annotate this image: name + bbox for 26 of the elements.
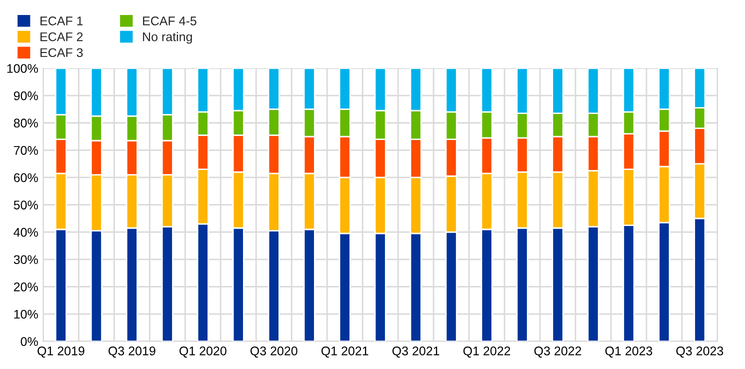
- y-tick-label: 70%: [14, 146, 38, 155]
- y-tick-label: 80%: [14, 118, 38, 128]
- y-tick-label: 90%: [14, 91, 38, 100]
- y-tick-label: 50%: [14, 200, 38, 210]
- y-tick-label: 20%: [14, 282, 38, 292]
- legend-label: ECAF 4-5: [143, 16, 196, 26]
- x-tick-label: Q1 2021: [321, 346, 368, 358]
- x-tick-label: Q3 2022: [534, 346, 582, 358]
- x-tick-label: Q3 2019: [108, 346, 156, 358]
- y-tick-label: 100%: [7, 64, 38, 73]
- x-tick-label: Q3 2021: [392, 346, 440, 358]
- y-tick-label: 60%: [14, 173, 38, 182]
- x-tick-label: Q3 2023: [676, 346, 724, 358]
- y-tick-label: 0%: [20, 337, 38, 346]
- x-tick-label: Q1 2022: [463, 346, 510, 358]
- x-tick-label: Q1 2019: [38, 346, 84, 358]
- legend-label: ECAF 1: [40, 16, 83, 26]
- x-tick-label: Q1 2023: [605, 346, 652, 358]
- y-tick-label: 40%: [14, 228, 38, 237]
- legend-label: No rating: [143, 32, 192, 44]
- y-tick-label: 30%: [14, 255, 38, 264]
- legend-label: ECAF 3: [40, 48, 83, 58]
- x-tick-label: Q3 2020: [250, 346, 298, 358]
- x-tick-label: Q1 2020: [180, 346, 226, 358]
- legend-label: ECAF 2: [40, 32, 83, 42]
- y-tick-label: 10%: [14, 310, 38, 319]
